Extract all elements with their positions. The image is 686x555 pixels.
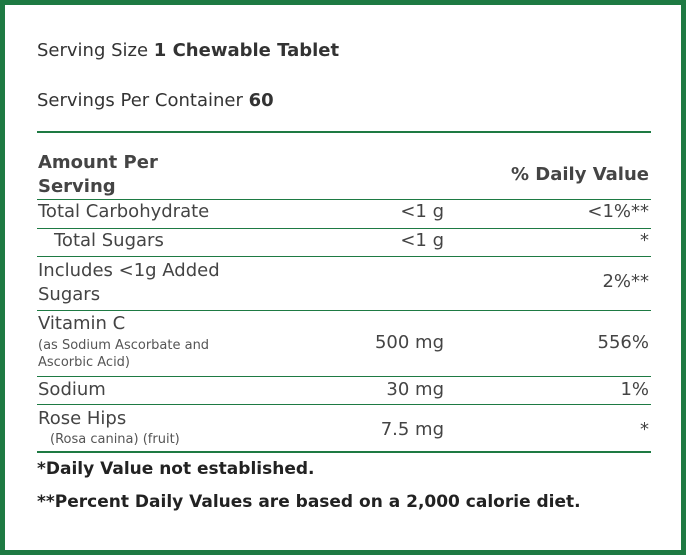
divider: [37, 376, 651, 377]
header-daily-value: % Daily Value: [510, 164, 649, 185]
row-name-rose-hips: Rose Hips: [38, 408, 127, 429]
row-name-added-sugars: Includes <1g Added Sugars: [38, 260, 220, 305]
row-name-total-carbohydrate: Total Carbohydrate: [38, 201, 210, 222]
row-amount-total-sugars: <1 g: [400, 230, 444, 251]
footnote-percent-basis: **Percent Daily Values are based on a 2,…: [37, 492, 581, 512]
divider: [37, 228, 651, 229]
row-name-vitamin-c: Vitamin C: [38, 313, 126, 334]
row-amount-total-carbohydrate: <1 g: [400, 201, 444, 222]
row-dv-total-sugars: *: [640, 230, 649, 251]
divider-bottom: [37, 451, 651, 453]
row-dv-total-carbohydrate: <1%**: [587, 201, 649, 222]
row-dv-rose-hips: *: [640, 419, 649, 440]
divider: [37, 256, 651, 257]
row-note-vitamin-c: (as Sodium Ascorbate and Ascorbic Acid): [38, 338, 210, 370]
row-name-total-sugars: Total Sugars: [54, 230, 164, 251]
row-note-rose-hips: (Rosa canina) (fruit): [50, 432, 180, 447]
divider: [37, 404, 651, 405]
row-dv-vitamin-c: 556%: [597, 332, 649, 353]
row-name-sodium: Sodium: [38, 379, 106, 400]
row-amount-vitamin-c: 500 mg: [374, 332, 444, 353]
footnote-dv-not-established: *Daily Value not established.: [37, 459, 315, 479]
servings-per-container: Servings Per Container 60: [37, 90, 274, 111]
row-dv-sodium: 1%: [620, 379, 649, 400]
divider-top: [37, 131, 651, 133]
row-dv-added-sugars: 2%**: [602, 271, 649, 292]
row-amount-rose-hips: 7.5 mg: [380, 419, 444, 440]
divider: [37, 199, 651, 200]
header-amount-per-serving: Amount Per Serving: [38, 152, 158, 197]
serving-size: Serving Size 1 Chewable Tablet: [37, 40, 340, 61]
row-amount-sodium: 30 mg: [386, 379, 444, 400]
divider: [37, 310, 651, 311]
